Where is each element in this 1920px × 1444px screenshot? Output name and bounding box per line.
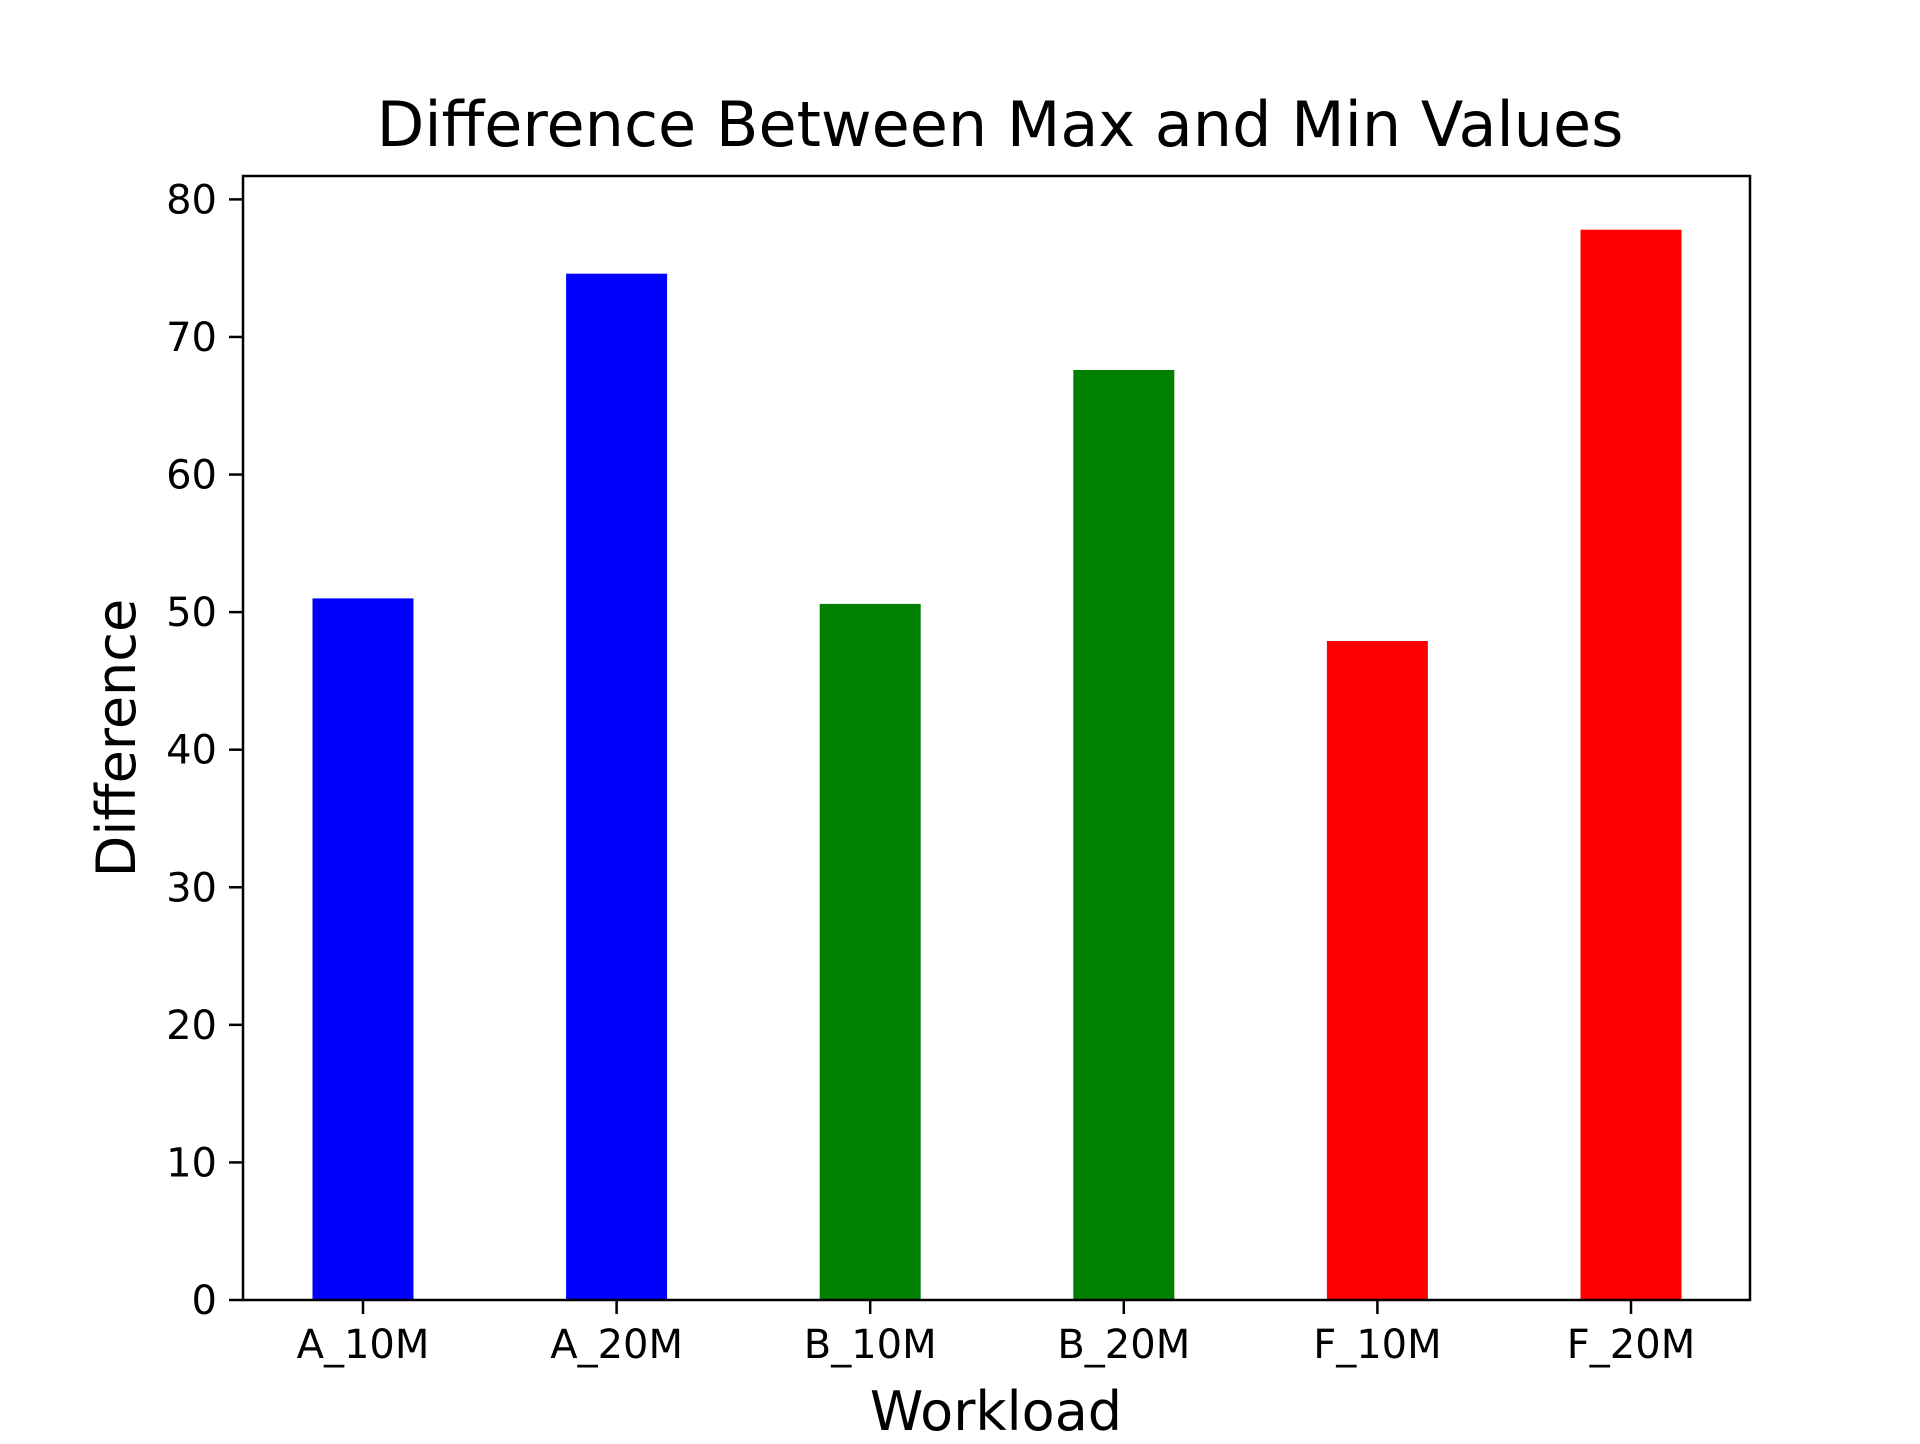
x-axis-label: Workload [870,1380,1122,1440]
y-axis-label: Difference [85,599,148,877]
bar-f-10m [1326,641,1428,1300]
y-tick-label: 60 [166,453,217,499]
x-tick-label: F_10M [1313,1322,1441,1368]
bar-b-10m [819,603,921,1300]
y-tick-label: 70 [166,315,217,361]
x-tick-label: F_20M [1567,1322,1695,1368]
y-tick-label: 80 [166,177,217,223]
bar-b-20m [1073,370,1175,1300]
y-tick-label: 20 [166,1003,217,1049]
plot-area: A_10M A_20M B_10M B_20M F_10M F_20M 0 10 20 30 40 5… [166,177,1695,1368]
x-tick-label: A_20M [550,1322,683,1368]
y-tick-label: 50 [166,590,217,636]
y-tick-label: 0 [192,1278,217,1324]
x-tick-label: B_20M [1057,1322,1190,1368]
chart-title: Difference Between Max and Min Values [377,88,1624,161]
y-tick-label: 30 [166,865,217,911]
x-tick-label: A_10M [297,1322,430,1368]
x-tick-label: B_10M [804,1322,937,1368]
bar-a-10m [312,598,414,1300]
bar-a-20m [566,273,668,1301]
y-tick-label: 40 [166,728,217,774]
plot-frame [241,174,1752,1302]
bar-f-20m [1580,229,1682,1301]
y-tick-label: 10 [166,1140,217,1186]
